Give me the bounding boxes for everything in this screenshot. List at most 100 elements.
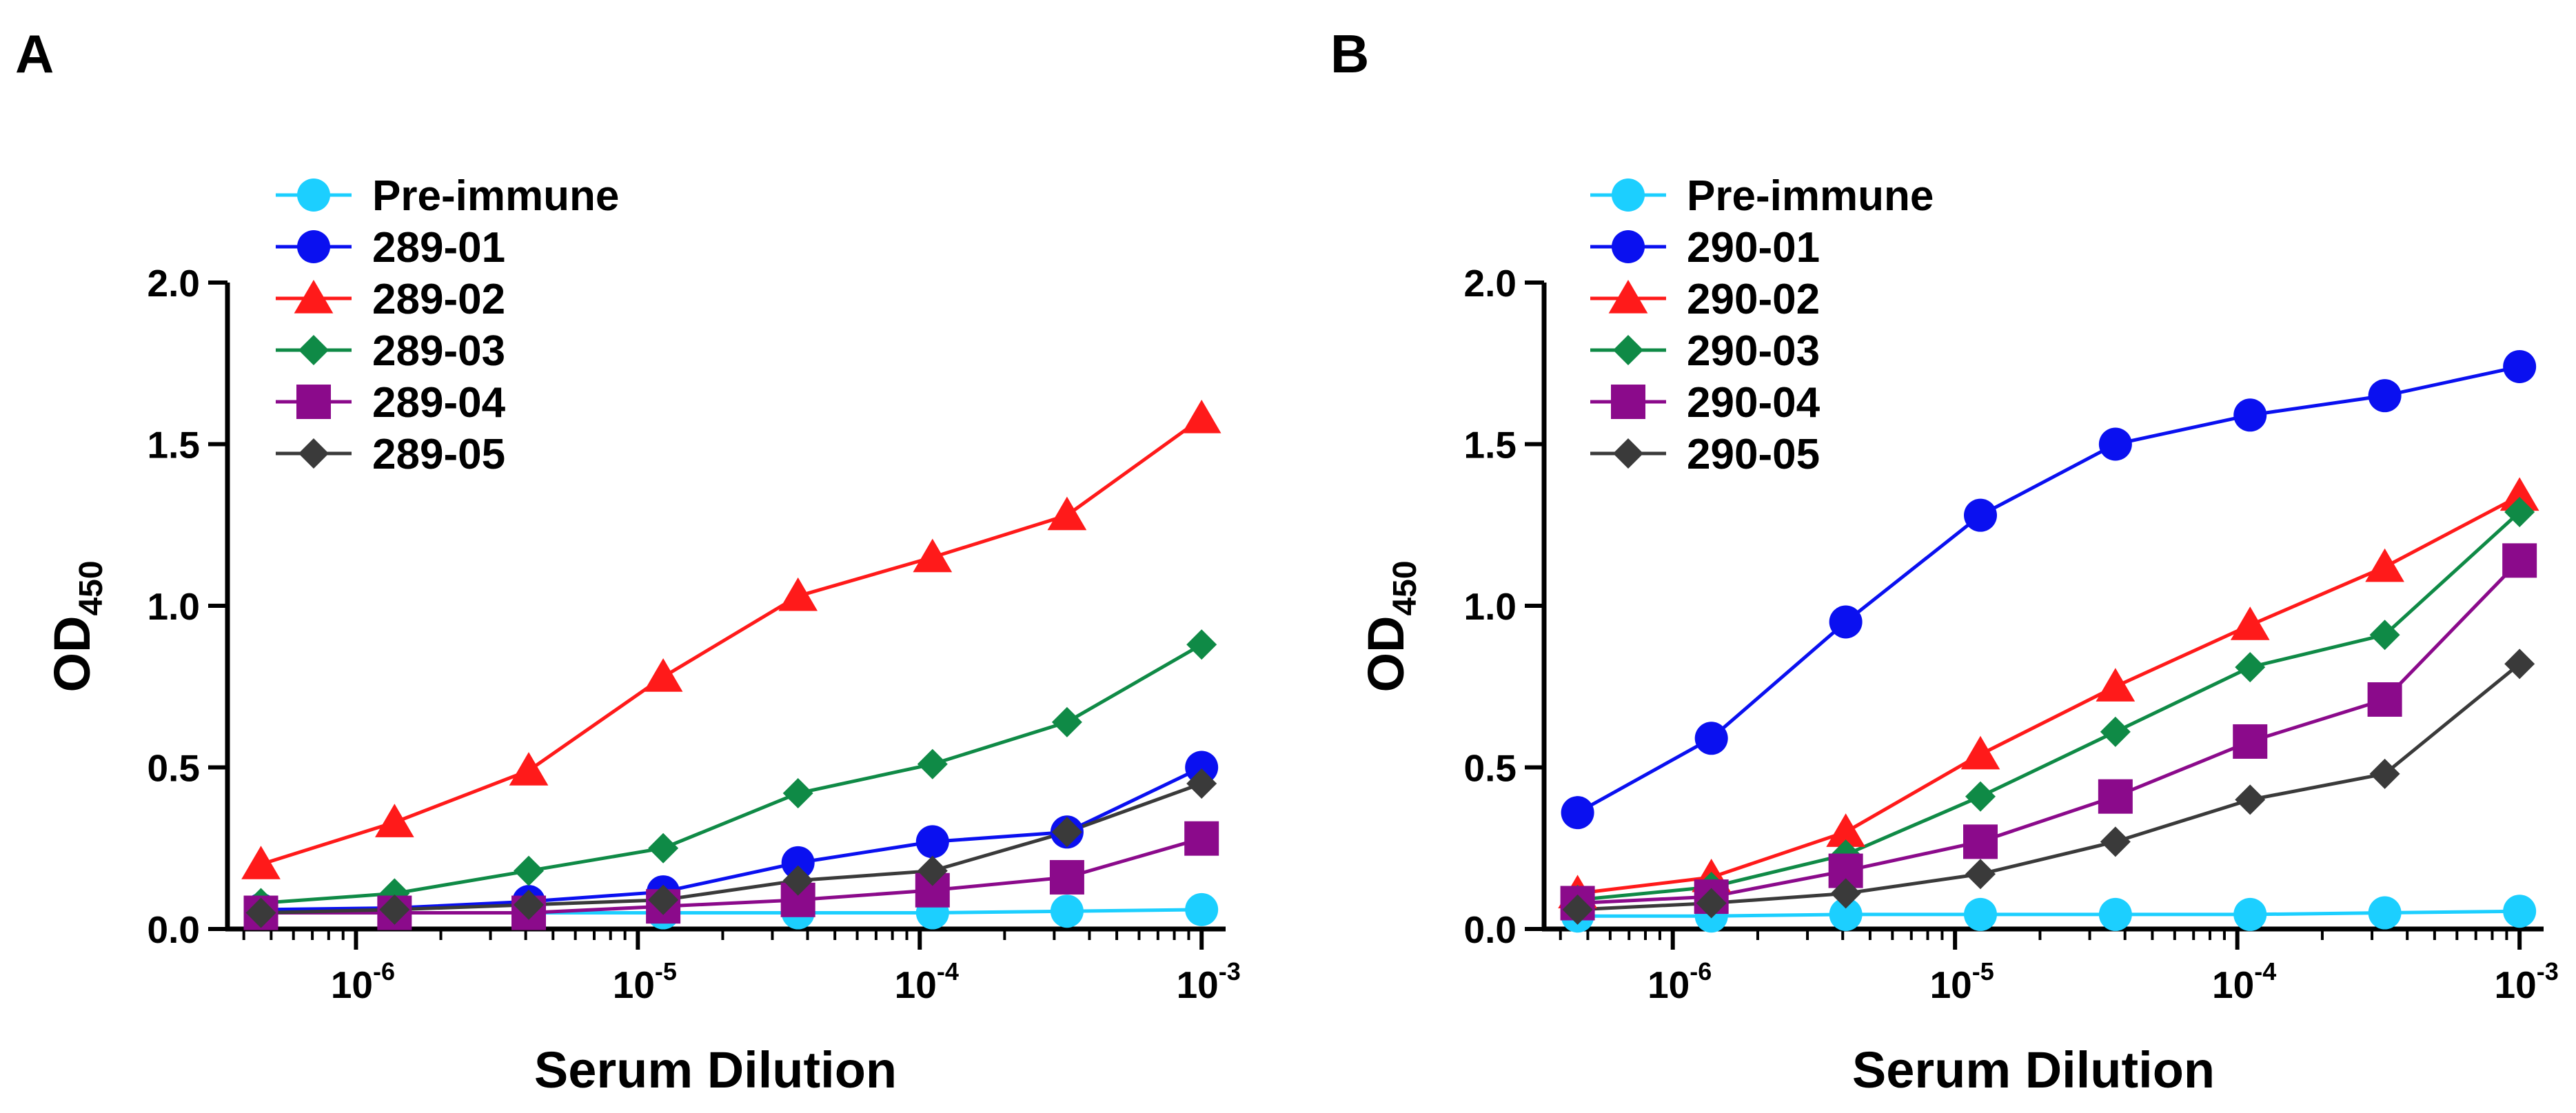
legend-label: 289-02 <box>372 276 505 323</box>
x-axis-title: Serum Dilution <box>1852 1041 2215 1099</box>
data-point-5-7 <box>1186 768 1217 799</box>
data-point-0-7 <box>1185 892 1219 926</box>
data-point-5-4 <box>2100 826 2131 857</box>
legend-label: 290-03 <box>1687 327 1820 375</box>
x-tick-label: 10-6 <box>1647 957 1712 1006</box>
legend-label: 289-04 <box>372 379 506 427</box>
y-tick-label: 1.5 <box>1464 424 1517 467</box>
x-tick-label-exponent: -3 <box>2537 957 2559 986</box>
y-tick-label: 1.0 <box>1464 585 1517 628</box>
data-point-3-3 <box>1965 781 1996 812</box>
legend-marker <box>298 438 329 469</box>
data-point-0-4 <box>2098 897 2132 931</box>
data-point-5-0 <box>1562 894 1593 925</box>
series-line-4 <box>1577 559 2521 905</box>
data-point-3-5 <box>917 748 948 779</box>
data-point-1-3 <box>1963 498 1997 532</box>
x-tick-label-base: 10 <box>895 963 937 1006</box>
data-point-5-4 <box>782 865 813 896</box>
data-point-5-6 <box>1051 817 1082 848</box>
data-point-2-2 <box>509 752 549 786</box>
series-line-5 <box>261 782 1203 915</box>
x-tick-label-base: 10 <box>2212 963 2254 1006</box>
data-point-4-4 <box>2098 779 2133 814</box>
y-tick-label: 1.0 <box>148 585 200 628</box>
data-point-1-5 <box>2233 398 2267 432</box>
data-point-3-7 <box>1186 629 1217 660</box>
data-point-0-7 <box>2503 895 2537 928</box>
legend-marker <box>298 335 329 365</box>
data-point-5-5 <box>2235 784 2266 815</box>
x-tick-label: 10-5 <box>613 957 677 1006</box>
y-axis-title: OD450 <box>43 560 110 692</box>
legend-marker <box>296 385 331 419</box>
data-point-2-7 <box>1181 399 1221 433</box>
x-tick-label: 10-4 <box>895 957 959 1006</box>
y-tick-label: 2.0 <box>148 262 200 305</box>
data-point-4-6 <box>2367 682 2402 717</box>
data-point-3-3 <box>648 833 679 864</box>
y-tick-label: 0.5 <box>1464 747 1517 790</box>
y-tick-label: 0.5 <box>148 747 200 790</box>
data-point-1-4 <box>781 846 815 879</box>
x-tick-label-base: 10 <box>331 963 373 1006</box>
data-point-1-7 <box>1185 750 1219 784</box>
x-tick-label-base: 10 <box>613 963 655 1006</box>
data-point-1-5 <box>915 825 949 859</box>
legend-marker <box>1613 438 1643 469</box>
data-point-4-6 <box>1049 859 1084 895</box>
y-axis-title: OD450 <box>1357 560 1423 692</box>
series-line-0 <box>1577 909 2520 918</box>
data-point-2-0 <box>241 846 281 879</box>
data-point-3-5 <box>2235 652 2266 683</box>
data-point-2-7 <box>2499 477 2539 511</box>
data-point-5-3 <box>1965 859 1996 890</box>
x-tick-label-exponent: -5 <box>655 957 677 986</box>
data-point-2-5 <box>2230 606 2270 640</box>
series-line-3 <box>1577 511 2521 902</box>
legend-marker <box>297 178 330 212</box>
legend-marker <box>1612 178 1645 212</box>
data-point-2-4 <box>778 577 818 611</box>
legend-label: 289-05 <box>372 431 505 478</box>
data-point-5-7 <box>2504 649 2535 680</box>
legend-label: 289-03 <box>372 327 505 375</box>
x-tick-label: 10-3 <box>2495 957 2559 1006</box>
legend-marker <box>1612 230 1645 263</box>
y-axis-title-main: OD <box>1357 616 1414 693</box>
data-point-0-6 <box>1050 895 1084 928</box>
data-point-2-4 <box>2096 668 2136 702</box>
data-point-5-2 <box>514 889 545 920</box>
data-point-1-4 <box>2098 427 2132 461</box>
legend-marker <box>297 230 330 263</box>
data-point-1-6 <box>2368 379 2402 413</box>
data-point-2-6 <box>2365 548 2404 582</box>
data-point-3-6 <box>1051 706 1082 737</box>
legend-marker <box>1608 280 1648 314</box>
data-point-0-2 <box>1829 897 1863 931</box>
series-line-3 <box>261 643 1203 905</box>
series-line-4 <box>261 837 1202 915</box>
y-tick-label: 0.0 <box>1464 908 1517 951</box>
panel-label-b: B <box>1330 23 1369 84</box>
data-point-1-2 <box>1829 605 1863 639</box>
data-point-3-4 <box>2100 716 2131 747</box>
x-tick-label: 10-6 <box>331 957 395 1006</box>
data-point-2-2 <box>1826 813 1865 847</box>
x-tick-label-base: 10 <box>1930 963 1972 1006</box>
series-line-1 <box>1576 365 2520 815</box>
y-axis-title-subscript: 450 <box>1387 560 1423 615</box>
legend-marker <box>294 280 334 314</box>
data-point-0-3 <box>1963 897 1997 931</box>
data-point-2-3 <box>1960 735 2000 770</box>
legend-label: Pre-immune <box>372 172 619 220</box>
series-line-5 <box>1577 662 2521 912</box>
data-point-5-3 <box>648 884 679 915</box>
data-point-3-7 <box>2504 496 2535 527</box>
series-line-2 <box>260 416 1203 866</box>
series-line-1 <box>261 766 1203 912</box>
data-point-4-7 <box>2502 543 2537 578</box>
data-point-2-6 <box>1047 496 1087 531</box>
